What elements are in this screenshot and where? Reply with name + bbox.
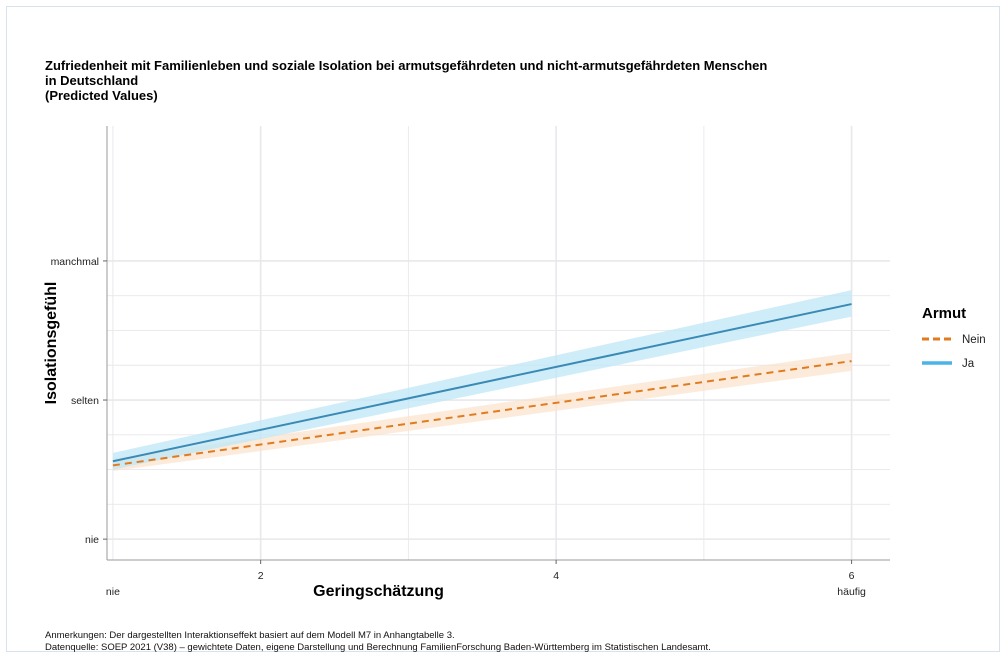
legend-label-nein: Nein — [962, 334, 986, 346]
chart-title-line-3: (Predicted Values) — [45, 88, 158, 103]
y-tick-label: manchmal — [51, 256, 99, 268]
note-annotation: Anmerkungen: Der dargestellten Interakti… — [45, 630, 455, 641]
confidence-bands — [112, 290, 852, 471]
x-axis-label: Geringschätzung — [313, 583, 444, 600]
confidence-band-ja — [112, 290, 852, 470]
y-tick-label: selten — [71, 395, 99, 407]
legend: Armut Nein Ja — [922, 305, 986, 370]
legend-label-ja: Ja — [962, 358, 975, 370]
series-lines — [112, 303, 852, 467]
x-extra-label: nie — [106, 586, 120, 598]
y-axis-label: Isolationsgefühl — [43, 282, 60, 405]
note-source: Datenquelle: SOEP 2021 (V38) – gewichtet… — [45, 642, 711, 653]
y-tick-label: nie — [85, 534, 99, 546]
confidence-band-nein — [112, 352, 852, 471]
x-tick-label: 4 — [553, 570, 559, 582]
x-tick-label: 6 — [849, 570, 855, 582]
series-line-nein — [112, 360, 852, 467]
chart-frame — [6, 6, 1000, 652]
x-tick-label: 2 — [258, 570, 264, 582]
chart-title-line-1: Zufriedenheit mit Familienleben und sozi… — [45, 58, 768, 73]
chart-title-line-2: in Deutschland — [45, 73, 139, 88]
grid — [107, 126, 890, 560]
chart-notes: Anmerkungen: Der dargestellten Interakti… — [45, 630, 711, 654]
legend-title: Armut — [922, 305, 966, 322]
series-line-ja — [112, 303, 852, 463]
x-extra-label: häufig — [837, 586, 866, 598]
axes: 2 4 6 nie häufig nie selten manchmal Geringschät… — [43, 126, 890, 600]
chart-title: Zufriedenheit mit Familienleben und sozi… — [45, 58, 885, 103]
